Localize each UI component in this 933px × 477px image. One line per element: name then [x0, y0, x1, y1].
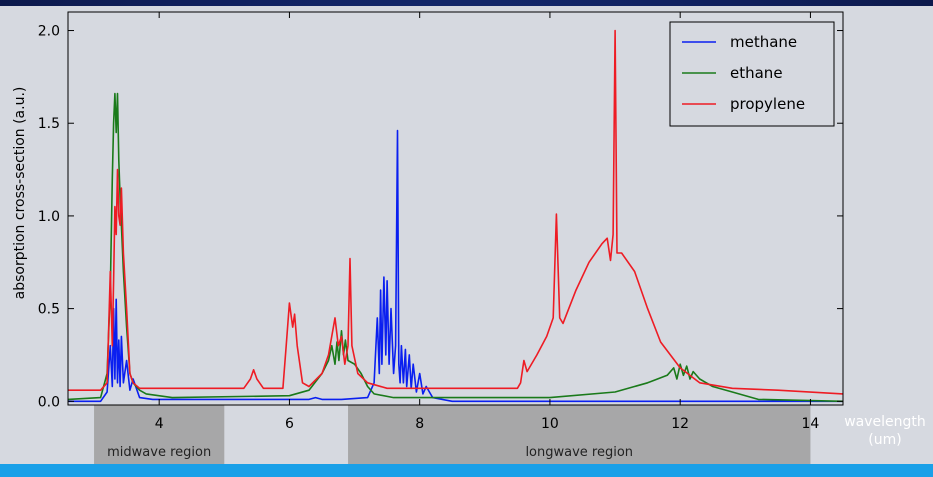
x-axis-label-line-2: (um) [868, 432, 901, 448]
series-lines [68, 29, 843, 403]
legend-label-propylene: propylene [730, 95, 805, 113]
x-tick-label-0: 4 [155, 416, 164, 432]
y-axis-label: absorption cross-section (a.u.) [12, 87, 28, 300]
x-tick-label-3: 10 [541, 416, 559, 432]
x-tick-label-5: 14 [802, 416, 820, 432]
x-tick-label-2: 8 [415, 416, 424, 432]
series-line-methane [68, 129, 843, 403]
y-tick-label-1: 0.5 [38, 302, 60, 318]
legend-box [669, 21, 835, 127]
plot-frame [67, 11, 844, 406]
region-label-0: midwave region [107, 445, 211, 460]
region-band-0 [94, 405, 225, 464]
series-line-propylene [68, 29, 843, 395]
x-tick-label-1: 6 [285, 416, 294, 432]
y-tick-label-3: 1.5 [38, 116, 60, 132]
y-tick-label-0: 0.0 [38, 394, 60, 410]
region-band-1 [348, 405, 811, 464]
x-axis-ticks: 4 6 8 10 12 14 [155, 12, 820, 432]
legend: methane ethane propylene [669, 21, 835, 127]
legend-label-methane: methane [730, 33, 797, 51]
x-axis-label-line-1: wavelength [844, 414, 926, 430]
bottom-accent-bar [0, 464, 933, 477]
region-bands: midwave region longwave region [94, 405, 811, 464]
y-tick-label-4: 2.0 [38, 24, 60, 40]
legend-label-ethane: ethane [730, 64, 783, 82]
region-label-1: longwave region [525, 445, 633, 460]
y-tick-label-2: 1.0 [38, 209, 60, 225]
x-tick-label-4: 12 [671, 416, 689, 432]
y-axis-ticks: 0.0 0.5 1.0 1.5 2.0 [38, 24, 843, 410]
